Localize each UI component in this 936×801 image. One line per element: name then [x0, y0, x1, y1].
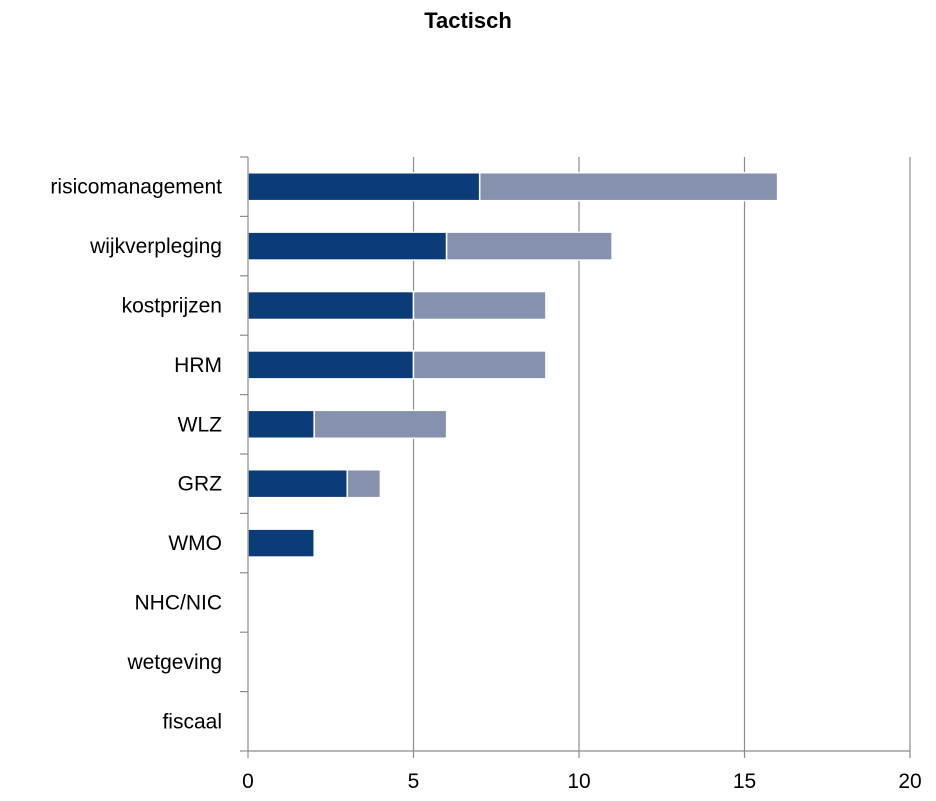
bars — [247, 171, 779, 558]
bar-series2 — [478, 171, 779, 202]
bar-series2 — [445, 231, 613, 261]
bar-series2 — [412, 290, 547, 321]
labels: 0 5 10 15 20 risicomanagement wijkverpleging ko… — [50, 176, 921, 793]
category-label: HRM — [174, 354, 222, 377]
bar-series2 — [313, 409, 448, 440]
bar-series1 — [247, 468, 349, 499]
bar-series2 — [412, 350, 547, 380]
category-label: fiscaal — [162, 710, 222, 733]
bar-series1 — [247, 528, 315, 558]
category-label: GRZ — [178, 473, 223, 496]
x-tick-label: 0 — [242, 770, 254, 793]
axes — [240, 156, 911, 758]
x-tick-label: 5 — [408, 770, 420, 793]
x-tick-label: 15 — [733, 770, 756, 793]
bar-series1 — [247, 171, 481, 202]
chart-title: Tactisch — [424, 8, 512, 33]
category-label: wetgeving — [126, 651, 222, 674]
bar-series1 — [247, 231, 448, 261]
category-label: NHC/NIC — [135, 592, 223, 615]
x-tick-label: 20 — [898, 770, 921, 793]
bar-series1 — [247, 290, 415, 321]
category-label: WLZ — [178, 413, 223, 436]
bar-series2 — [346, 468, 382, 499]
category-label: WMO — [168, 532, 222, 555]
category-label: wijkverpleging — [89, 235, 222, 258]
bar-series1 — [247, 350, 415, 380]
category-label: kostprijzen — [122, 295, 222, 318]
category-label: risicomanagement — [50, 176, 222, 199]
bar-series1 — [247, 409, 315, 440]
x-tick-label: 10 — [567, 770, 590, 793]
